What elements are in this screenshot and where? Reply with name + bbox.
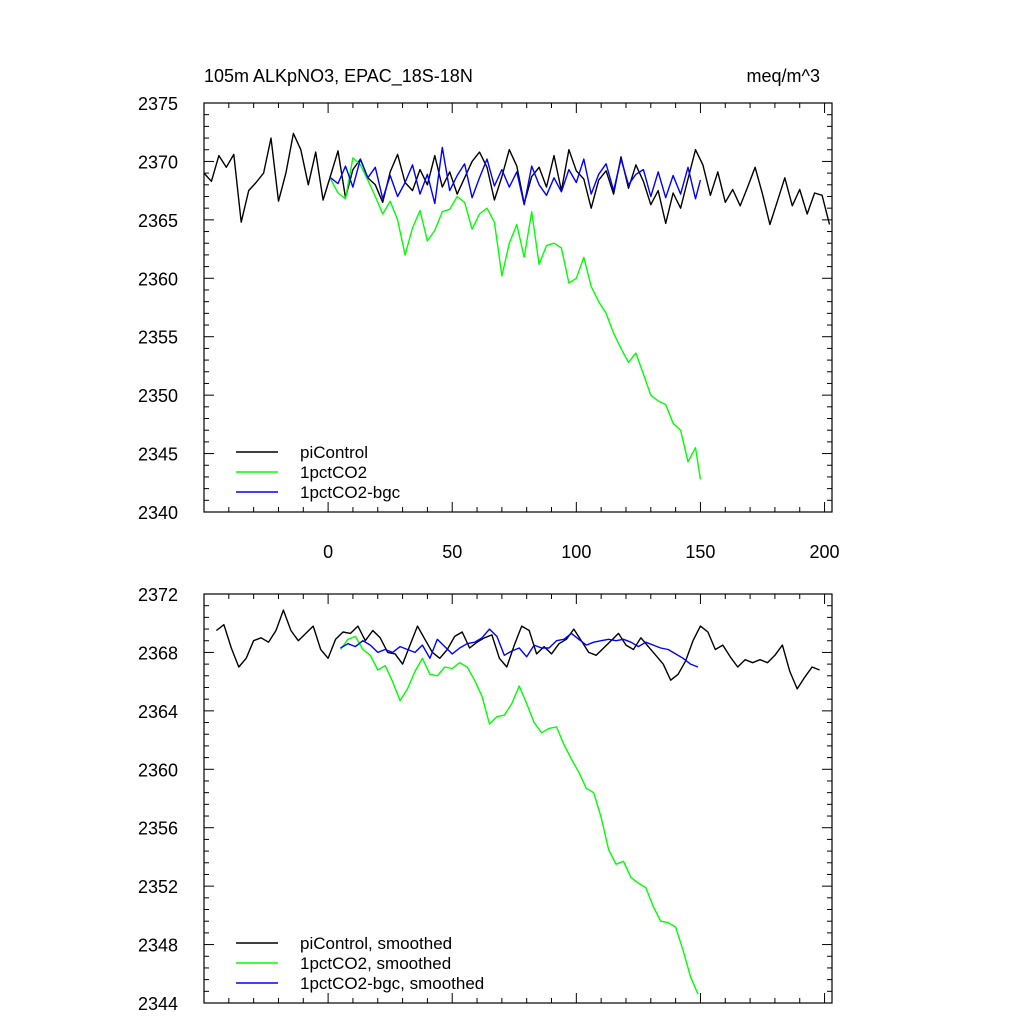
y-tick-label: 2355: [138, 328, 178, 348]
series-line: [339, 635, 699, 995]
panel-top: 0 50 100 150 200 2340 2345 2350 2355 2360 2365 2370…: [138, 94, 840, 562]
y-tick-label: 2365: [138, 211, 178, 231]
series-line: [329, 157, 702, 480]
series-line: [340, 628, 699, 668]
panel-bottom: 2344 2348 2352 2356 2360 2364 2368 2372 piContro…: [138, 585, 833, 1014]
y-tick-label: 2370: [138, 152, 178, 172]
y-tick-label: 2360: [138, 269, 178, 289]
legend-label: piControl, smoothed: [300, 934, 452, 953]
x-tick-label: 150: [685, 542, 715, 562]
legend-label: 1pctCO2, smoothed: [300, 954, 451, 973]
chart-units: meq/m^3: [747, 66, 820, 86]
series-line: [215, 609, 820, 690]
x-tick-label: 0: [323, 542, 333, 562]
x-tick-label: 200: [810, 542, 840, 562]
y-tick-label: 2352: [138, 877, 178, 897]
y-tick-label: 2360: [138, 760, 178, 780]
series-line: [203, 132, 831, 226]
y-tick-label: 2348: [138, 936, 178, 956]
plot-frame: [203, 593, 833, 1004]
legend-label: 1pctCO2-bgc: [300, 483, 401, 502]
y-tick-label: 2344: [138, 994, 178, 1014]
x-tick-label: 50: [442, 542, 462, 562]
chart-title: 105m ALKpNO3, EPAC_18S-18N: [204, 66, 473, 87]
x-tick-label: 100: [561, 542, 591, 562]
y-tick-label: 2350: [138, 386, 178, 406]
series-line: [330, 146, 702, 206]
legend-label: piControl: [300, 443, 368, 462]
y-tick-label: 2372: [138, 585, 178, 605]
y-tick-label: 2364: [138, 702, 178, 722]
y-tick-label: 2340: [138, 503, 178, 523]
y-tick-label: 2375: [138, 94, 178, 114]
y-tick-label: 2345: [138, 445, 178, 465]
legend-label: 1pctCO2-bgc, smoothed: [300, 974, 484, 993]
legend-label: 1pctCO2: [300, 463, 367, 482]
y-tick-label: 2368: [138, 643, 178, 663]
plot-frame: [203, 102, 833, 513]
y-tick-label: 2356: [138, 819, 178, 839]
